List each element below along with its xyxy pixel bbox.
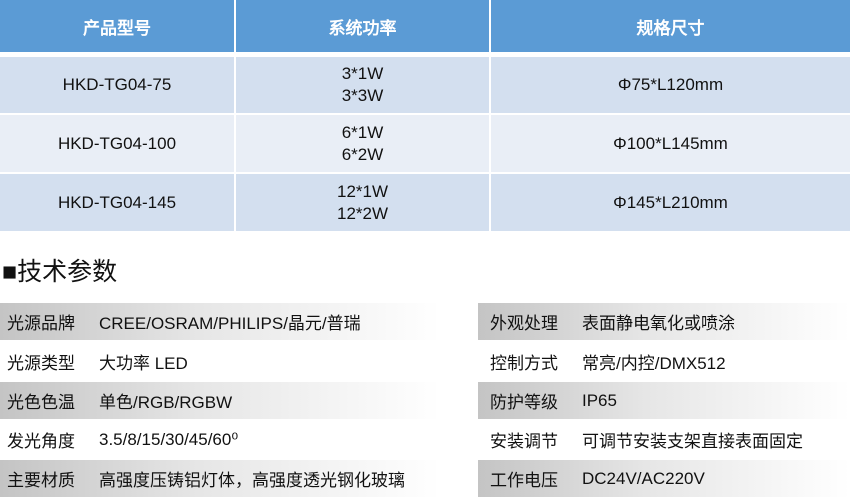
- spec-label: 光源类型: [7, 354, 75, 373]
- spec-left-2: 光源类型 大功率 LED: [7, 343, 188, 380]
- spec-value: 高强度压铸铝灯体，高强度透光钢化玻璃: [99, 471, 405, 490]
- spec-left-5: 主要材质 高强度压铸铝灯体，高强度透光钢化玻璃: [7, 460, 405, 497]
- row2-size: Φ100*L145mm: [491, 115, 850, 172]
- spec-label: 外观处理: [490, 314, 558, 333]
- spec-left-1: 光源品牌 CREE/OSRAM/PHILIPS/晶元/普瑞: [7, 303, 361, 340]
- spec-value: DC24V/AC220V: [582, 468, 705, 488]
- row1-power: 3*1W 3*3W: [236, 57, 489, 113]
- band: [0, 382, 440, 419]
- spec-value: 常亮/内控/DMX512: [582, 354, 726, 373]
- band: [478, 382, 850, 419]
- row3-model: HKD-TG04-145: [0, 174, 234, 231]
- spec-left-3: 光色色温 单色/RGB/RGBW: [7, 382, 232, 419]
- power-line: 12*2W: [336, 203, 389, 223]
- row1-size: Φ75*L120mm: [491, 57, 850, 113]
- header-size: 规格尺寸: [491, 0, 850, 52]
- power-line: 3*3W: [341, 86, 384, 105]
- spec-right-2: 控制方式 常亮/内控/DMX512: [490, 343, 726, 380]
- spec-label: 安装调节: [490, 432, 558, 451]
- spec-value: CREE/OSRAM/PHILIPS/晶元/普瑞: [99, 314, 361, 333]
- spec-value: IP65: [582, 390, 617, 410]
- spec-right-4: 安装调节 可调节安装支架直接表面固定: [490, 421, 803, 458]
- row3-power: 12*1W 12*2W: [236, 174, 489, 231]
- spec-label: 光色色温: [7, 393, 75, 412]
- header-model: 产品型号: [0, 0, 234, 52]
- spec-label: 光源品牌: [7, 314, 75, 333]
- band: [478, 303, 850, 340]
- spec-value: 表面静电氧化或喷涂: [582, 314, 735, 333]
- spec-right-5: 工作电压 DC24V/AC220V: [490, 460, 705, 497]
- row3-size: Φ145*L210mm: [491, 174, 850, 231]
- row1-model: HKD-TG04-75: [0, 57, 234, 113]
- spec-label: 主要材质: [7, 471, 75, 490]
- row2-power: 6*1W 6*2W: [236, 115, 489, 172]
- spec-right-3: 防护等级 IP65: [490, 382, 617, 419]
- power-line: 6*2W: [341, 144, 384, 164]
- spec-left-4: 发光角度 3.5/8/15/30/45/60⁰: [7, 421, 238, 458]
- band: [478, 460, 850, 497]
- spec-value: 3.5/8/15/30/45/60⁰: [99, 429, 239, 449]
- section-title: ■技术参数: [2, 258, 118, 286]
- spec-label: 控制方式: [490, 354, 558, 373]
- row2-model: HKD-TG04-100: [0, 115, 234, 172]
- band: [0, 460, 440, 497]
- spec-label: 发光角度: [7, 432, 75, 451]
- spec-value: 单色/RGB/RGBW: [99, 393, 233, 412]
- spec-value: 大功率 LED: [99, 354, 188, 373]
- power-line: 12*1W: [336, 181, 389, 201]
- band: [0, 303, 440, 340]
- power-line: 6*1W: [341, 122, 384, 142]
- spec-value: 可调节安装支架直接表面固定: [582, 432, 803, 451]
- header-power: 系统功率: [236, 0, 489, 52]
- power-line: 3*1W: [341, 64, 384, 83]
- spec-label: 防护等级: [490, 393, 558, 412]
- spec-label: 工作电压: [490, 471, 558, 490]
- spec-right-1: 外观处理 表面静电氧化或喷涂: [490, 303, 735, 340]
